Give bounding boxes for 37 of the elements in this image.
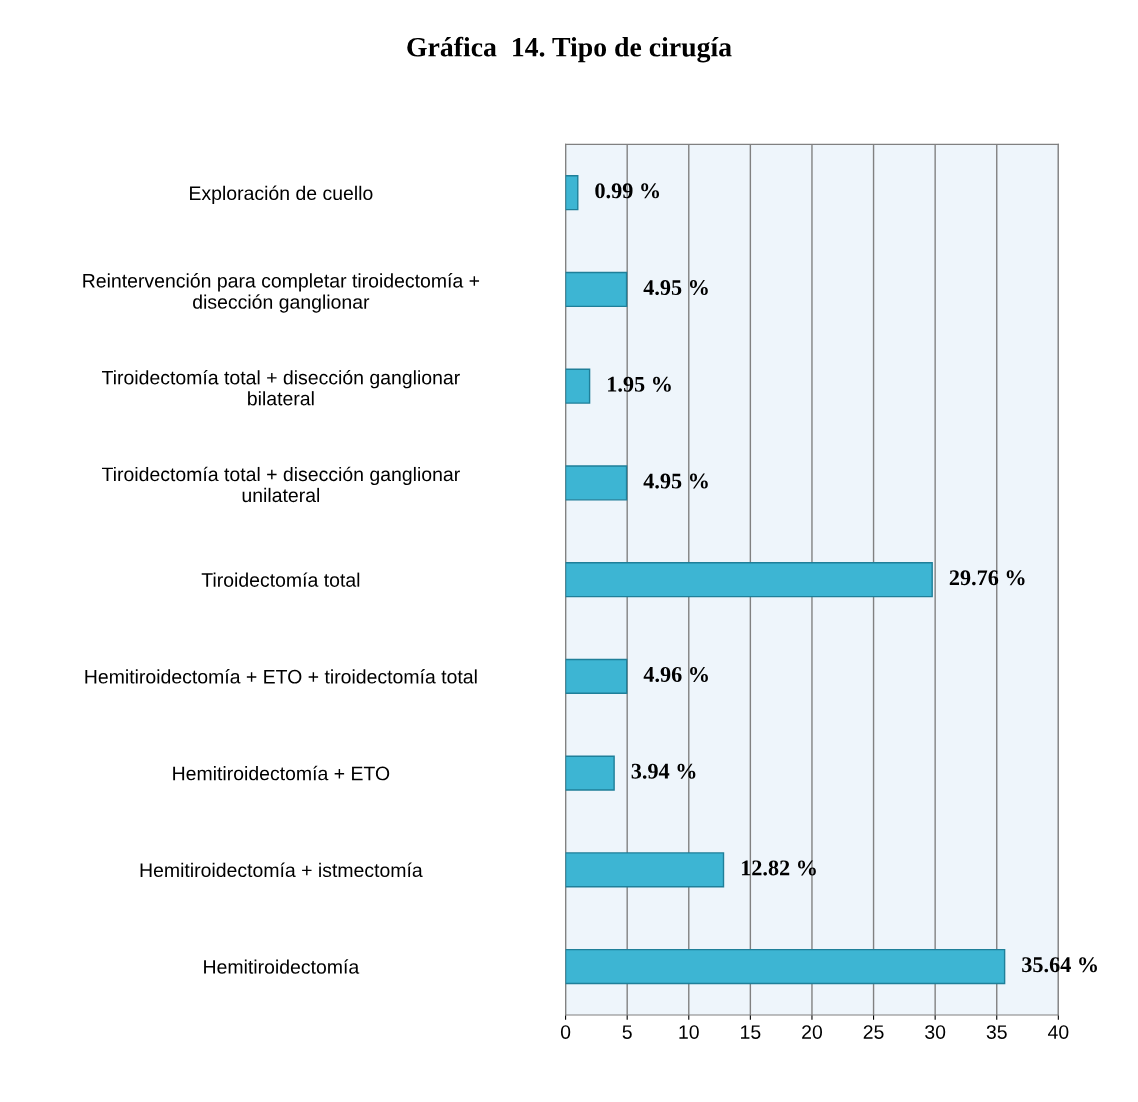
y-tick-label: Tiroidectomía total + disección ganglionar bilateral — [101, 369, 460, 406]
data-label: 4.95 % — [643, 473, 708, 489]
y-tick-label: Reintervención para completar tiroidectomía + disección ganglionar — [83, 273, 480, 313]
data-label: 4.95 % — [643, 280, 708, 296]
data-label: 0.99 % — [595, 183, 660, 199]
chart-title: Gráfica 14. Tipo de cirugía — [407, 36, 732, 63]
y-tick-label: Hemitiroidectomía + ETO — [173, 765, 390, 781]
x-tick-label: 25 — [863, 1025, 884, 1039]
bar — [565, 948, 1006, 985]
x-tick-label: 40 — [1047, 1025, 1069, 1039]
bar — [565, 465, 628, 501]
data-label: 4.96 % — [643, 666, 708, 683]
bar — [565, 368, 591, 404]
bar — [565, 562, 933, 598]
x-tick-label: 5 — [622, 1025, 632, 1039]
y-tick-label: Hemitiroidectomía + istmectomía — [140, 862, 423, 878]
x-tick-label: 0 — [560, 1025, 571, 1039]
bar — [565, 852, 725, 888]
x-tick-label: 10 — [679, 1025, 699, 1039]
data-label: 35.64 % — [1022, 957, 1097, 973]
data-label: 29.76 % — [949, 570, 1025, 586]
x-tick-label: 30 — [925, 1025, 946, 1039]
y-tick-label: Tiroidectomía total + disección ganglionar unilateral — [101, 466, 460, 503]
bar — [565, 271, 628, 308]
data-label: 3.94 % — [631, 763, 696, 779]
data-label: 12.82 % — [741, 860, 816, 876]
x-tick-label: 15 — [741, 1025, 761, 1039]
bar — [565, 755, 615, 791]
bar — [565, 175, 579, 211]
data-label: 1.95 % — [608, 376, 671, 392]
bar — [565, 658, 628, 695]
y-tick-label: Hemitiroidectomía + ETO + tiroidectomía total — [85, 669, 477, 684]
y-tick-label: Hemitiroidectomía — [204, 959, 360, 974]
y-tick-label: Tiroidectomía total — [201, 572, 360, 587]
y-tick-label: Exploración de cuello — [190, 185, 373, 204]
x-tick-label: 20 — [802, 1025, 823, 1039]
x-tick-label: 35 — [986, 1025, 1007, 1039]
